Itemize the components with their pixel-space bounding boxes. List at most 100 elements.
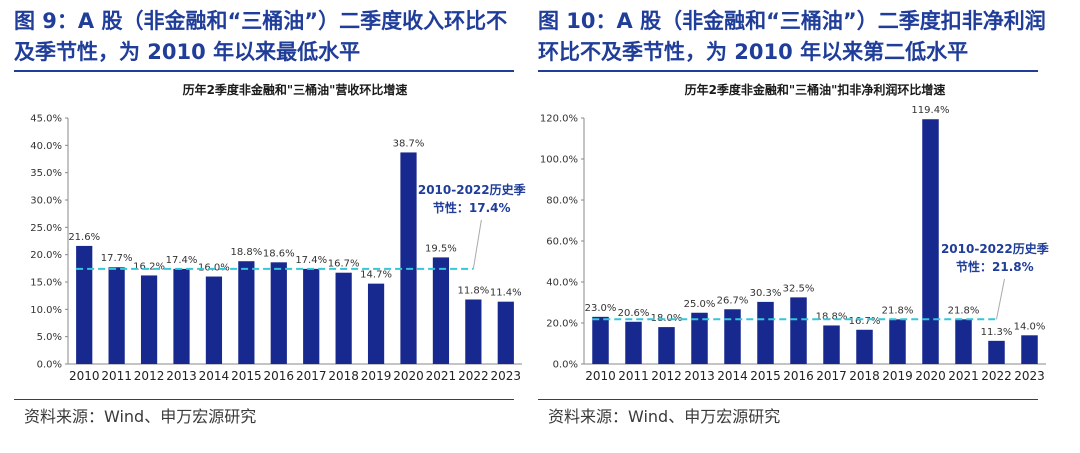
profit-growth-bar-chart: 历年2季度非金融和"三桶油"扣非净利润环比增速 0.0% 20.0% 40.0% 60.… [540,82,1050,383]
bar-2017 [303,268,320,364]
data-label: 14.7% [360,270,392,281]
revenue-growth-bar-chart: 历年2季度非金融和"三桶油"营收环比增速 0.0% 5.0% 10.0% 15.0% 20… [30,82,527,383]
x-tick-label: 2016 [783,369,814,383]
x-tick-label: 2011 [618,369,649,383]
bar-2014 [724,309,741,364]
bar-2022 [465,299,482,364]
x-tick-label: 2010 [69,369,100,383]
annotation-line2: 节性：21.8% [956,259,1034,274]
right-figure-title: 图 10：A 股（非金融和“三桶油”）二季度扣非净利润 环比不及季节性，为 20… [538,6,1058,68]
bar-2014 [205,276,223,364]
x-tick-label: 2014 [199,369,230,383]
left-figure-title-line2: 及季节性，为 2010 年以来最低水平 [14,40,361,64]
data-label: 32.5% [783,283,815,294]
x-tick-label: 2023 [491,369,522,383]
x-tick-label: 2020 [915,369,946,383]
x-tick-label: 2016 [264,369,295,383]
bar-2010 [592,316,609,364]
right-source-note: 资料来源：Wind、申万宏源研究 [548,407,781,426]
bar-2017 [823,325,840,364]
right-figure-title-line1: 图 10：A 股（非金融和“三桶油”）二季度扣非净利润 [538,9,1046,33]
bar-2010 [76,245,93,364]
x-tick-label: 2019 [361,369,392,383]
x-tick-label: 2022 [458,369,489,383]
data-label: 25.0% [684,299,716,310]
x-tick-label: 2020 [393,369,424,383]
y-tick-label: 15.0% [30,278,62,289]
bar-2018 [335,272,352,364]
data-label: 11.8% [457,285,489,296]
data-label: 21.6% [68,232,100,243]
data-label: 19.5% [425,243,457,254]
data-label: 18.0% [651,313,683,324]
data-label: 38.7% [393,138,425,149]
x-tick-label: 2011 [101,369,132,383]
bar-2021 [955,319,972,364]
bar-2019 [889,319,906,364]
y-tick-label: 45.0% [30,114,62,125]
left-figure-panel: 图 9：A 股（非金融和“三桶油”）二季度收入环比不 及季节性，为 2010 年… [14,0,534,453]
x-tick-label: 2023 [1014,369,1045,383]
bar-2018 [856,329,873,364]
y-tick-label: 60.0% [546,237,578,248]
x-tick-label: 2014 [717,369,748,383]
x-tick-label: 2015 [231,369,262,383]
bar-2020 [400,152,417,364]
right-figure-title-line2: 环比不及季节性，为 2010 年以来第二低水平 [538,40,969,64]
data-label: 18.8% [816,311,848,322]
y-tick-label: 10.0% [30,305,62,316]
y-tick-label: 25.0% [30,223,62,234]
bar-2015 [238,261,255,364]
bar-2016 [790,297,807,364]
data-label: 17.7% [101,253,133,264]
y-tick-label: 100.0% [540,155,578,166]
right-source-divider [538,399,1038,400]
bar-2022 [988,340,1005,364]
bar-2019 [367,283,385,364]
x-tick-label: 2018 [328,369,359,383]
data-label: 18.8% [230,247,262,258]
data-label: 20.6% [618,308,650,319]
x-tick-label: 2013 [684,369,715,383]
data-label: 17.4% [166,255,198,266]
annotation-line1: 2010-2022历史季 [418,182,527,197]
data-label: 16.7% [328,259,360,270]
x-tick-label: 2012 [134,369,165,383]
data-label: 16.7% [849,316,881,327]
y-tick-label: 80.0% [546,196,578,207]
data-label: 14.0% [1014,321,1046,332]
bar-2015 [757,301,774,364]
x-tick-label: 2019 [882,369,913,383]
left-source-note: 资料来源：Wind、申万宏源研究 [24,407,257,426]
chart-title: 历年2季度非金融和"三桶油"扣非净利润环比增速 [685,82,946,97]
y-tick-label: 35.0% [30,168,62,179]
data-label: 26.7% [717,295,749,306]
x-tick-label: 2021 [426,369,457,383]
bar-2021 [432,257,450,364]
data-label: 17.4% [295,255,327,266]
right-title-divider [538,70,1038,72]
x-tick-label: 2015 [750,369,781,383]
x-tick-label: 2012 [651,369,682,383]
bar-2012 [658,327,675,364]
data-label: 30.3% [750,288,782,299]
data-label: 21.8% [948,305,980,316]
chart-title: 历年2季度非金融和"三桶油"营收环比增速 [183,82,408,97]
left-title-divider [14,70,514,72]
x-tick-label: 2021 [948,369,979,383]
x-tick-label: 2013 [166,369,197,383]
bar-2020 [922,119,939,364]
data-label: 11.3% [981,327,1013,338]
y-tick-label: 0.0% [37,360,62,371]
left-source-divider [14,399,514,400]
data-label: 119.4% [911,105,949,116]
bar-2011 [625,321,642,364]
data-label: 23.0% [585,303,617,314]
bar-2012 [140,275,158,364]
right-figure-panel: 图 10：A 股（非金融和“三桶油”）二季度扣非净利润 环比不及季节性，为 20… [538,0,1058,453]
x-tick-label: 2017 [296,369,327,383]
y-tick-label: 40.0% [30,141,62,152]
y-tick-label: 20.0% [546,319,578,330]
data-label: 18.6% [263,248,295,259]
x-tick-label: 2017 [816,369,847,383]
